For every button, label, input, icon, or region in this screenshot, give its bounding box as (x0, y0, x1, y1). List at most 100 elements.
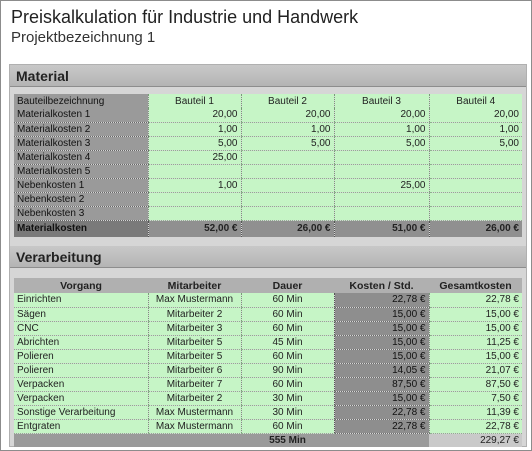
section-verarbeitung-title: Verarbeitung (10, 246, 526, 268)
material-cell[interactable]: 20,00 (147, 108, 241, 123)
material-cell[interactable]: 5,00 (428, 136, 522, 151)
material-cell[interactable]: 25,00 (147, 150, 241, 165)
material-cell[interactable]: 1,00 (333, 122, 429, 137)
gesamtkosten-cell: 22,78 € (428, 419, 522, 434)
dauer-cell[interactable]: 30 Min (240, 405, 334, 420)
material-total-label: Materialkosten (14, 220, 148, 237)
material-cell[interactable] (428, 164, 522, 179)
dauer-cell[interactable]: 45 Min (240, 335, 334, 350)
material-cell[interactable]: 1,00 (240, 122, 334, 137)
total-spacer (14, 433, 148, 447)
dauer-cell[interactable]: 60 Min (240, 293, 334, 308)
verarbeitung-col-header: Mitarbeiter (148, 278, 241, 293)
gesamtkosten-cell: 15,00 € (428, 307, 522, 322)
dauer-cell[interactable]: 60 Min (240, 419, 334, 434)
verarbeitung-col-header: Dauer (241, 278, 334, 293)
material-cell[interactable] (428, 192, 522, 207)
kosten-cell: 14,05 € (333, 363, 429, 378)
dauer-cell[interactable]: 90 Min (240, 363, 334, 378)
material-cell[interactable]: 25,00 (333, 178, 429, 193)
dauer-cell[interactable]: 60 Min (240, 349, 334, 364)
material-col-header: Bauteil 2 (240, 94, 334, 108)
material-header-row: Bauteilbezeichnung Bauteil 1 Bauteil 2 B… (14, 94, 522, 108)
verarbeitung-row: Verpacken Mitarbeiter 2 30 Min 15,00 € 7… (14, 391, 522, 406)
kosten-cell: 22,78 € (333, 419, 429, 434)
gesamtkosten-cell: 11,25 € (428, 335, 522, 350)
material-cell[interactable] (147, 206, 241, 221)
vorgang-cell[interactable]: Entgraten (14, 419, 148, 434)
dauer-cell[interactable]: 60 Min (240, 307, 334, 322)
material-cell[interactable]: 1,00 (147, 178, 241, 193)
mitarbeiter-cell[interactable]: Mitarbeiter 2 (147, 391, 241, 406)
material-row-label: Nebenkosten 2 (14, 192, 148, 207)
vorgang-cell[interactable]: Einrichten (14, 293, 148, 308)
material-cell[interactable]: 5,00 (333, 136, 429, 151)
material-row: Nebenkosten 1 1,00 25,00 (14, 178, 522, 193)
section-material-title: Material (10, 65, 526, 87)
gesamtkosten-cell: 15,00 € (428, 321, 522, 336)
vorgang-cell[interactable]: Polieren (14, 363, 148, 378)
mitarbeiter-cell[interactable]: Mitarbeiter 3 (147, 321, 241, 336)
material-cell[interactable] (240, 150, 334, 165)
material-col-header: Bauteil 1 (147, 94, 241, 108)
mitarbeiter-cell[interactable]: Mitarbeiter 2 (147, 307, 241, 322)
material-cell[interactable] (428, 150, 522, 165)
material-cell[interactable] (147, 192, 241, 207)
mitarbeiter-cell[interactable]: Max Mustermann (147, 405, 241, 420)
dauer-cell[interactable]: 30 Min (240, 391, 334, 406)
mitarbeiter-cell[interactable]: Max Mustermann (147, 419, 241, 434)
verarbeitung-row: Abrichten Mitarbeiter 5 45 Min 15,00 € 1… (14, 335, 522, 350)
material-cell[interactable] (240, 206, 334, 221)
material-row-label: Materialkosten 3 (14, 136, 148, 151)
verarbeitung-row: CNC Mitarbeiter 3 60 Min 15,00 € 15,00 € (14, 321, 522, 336)
material-cell[interactable]: 20,00 (240, 108, 334, 123)
mitarbeiter-cell[interactable]: Mitarbeiter 5 (147, 349, 241, 364)
mitarbeiter-cell[interactable]: Mitarbeiter 7 (147, 377, 241, 392)
project-name[interactable]: Projektbezeichnung 1 (11, 29, 156, 46)
material-row: Nebenkosten 3 (14, 206, 522, 221)
mitarbeiter-cell[interactable]: Mitarbeiter 5 (147, 335, 241, 350)
material-row-label: Materialkosten 1 (14, 108, 148, 123)
kosten-cell: 15,00 € (333, 391, 429, 406)
material-cell[interactable] (240, 192, 334, 207)
material-row-label: Nebenkosten 1 (14, 178, 148, 193)
material-row: Materialkosten 2 1,00 1,00 1,00 1,00 (14, 122, 522, 137)
material-cell[interactable]: 5,00 (147, 136, 241, 151)
gesamtkosten-cell: 11,39 € (428, 405, 522, 420)
mitarbeiter-cell[interactable]: Mitarbeiter 6 (147, 363, 241, 378)
material-cell[interactable]: 20,00 (428, 108, 522, 123)
material-cell[interactable] (240, 164, 334, 179)
material-col-header: Bauteil 3 (333, 94, 429, 108)
gesamtkosten-cell: 21,07 € (428, 363, 522, 378)
vorgang-cell[interactable]: Sägen (14, 307, 148, 322)
vorgang-cell[interactable]: Abrichten (14, 335, 148, 350)
dauer-cell[interactable]: 60 Min (240, 377, 334, 392)
material-cell[interactable] (428, 206, 522, 221)
vorgang-cell[interactable]: Sonstige Verarbeitung (14, 405, 148, 420)
verarbeitung-col-header: Gesamtkosten (429, 278, 522, 293)
vorgang-cell[interactable]: Polieren (14, 349, 148, 364)
material-cell[interactable]: 1,00 (147, 122, 241, 137)
vorgang-cell[interactable]: Verpacken (14, 391, 148, 406)
material-cell[interactable]: 1,00 (428, 122, 522, 137)
kosten-cell: 15,00 € (333, 321, 429, 336)
material-row: Nebenkosten 2 (14, 192, 522, 207)
material-cell[interactable] (333, 206, 429, 221)
material-cell[interactable]: 20,00 (333, 108, 429, 123)
material-cell[interactable] (428, 178, 522, 193)
verarbeitung-table: Vorgang Mitarbeiter Dauer Kosten / Std. … (14, 278, 522, 447)
material-cell[interactable] (147, 164, 241, 179)
material-cell[interactable] (333, 164, 429, 179)
material-cell[interactable] (333, 150, 429, 165)
dauer-cell[interactable]: 60 Min (240, 321, 334, 336)
material-cell[interactable] (333, 192, 429, 207)
vorgang-cell[interactable]: Verpacken (14, 377, 148, 392)
gesamtkosten-cell: 15,00 € (428, 349, 522, 364)
vorgang-cell[interactable]: CNC (14, 321, 148, 336)
mitarbeiter-cell[interactable]: Max Mustermann (147, 293, 241, 308)
material-cell[interactable]: 5,00 (240, 136, 334, 151)
kosten-cell: 15,00 € (333, 349, 429, 364)
verarbeitung-row: Verpacken Mitarbeiter 7 60 Min 87,50 € 8… (14, 377, 522, 392)
calculation-panel: Material Bauteilbezeichnung Bauteil 1 Ba… (9, 64, 527, 447)
material-cell[interactable] (240, 178, 334, 193)
